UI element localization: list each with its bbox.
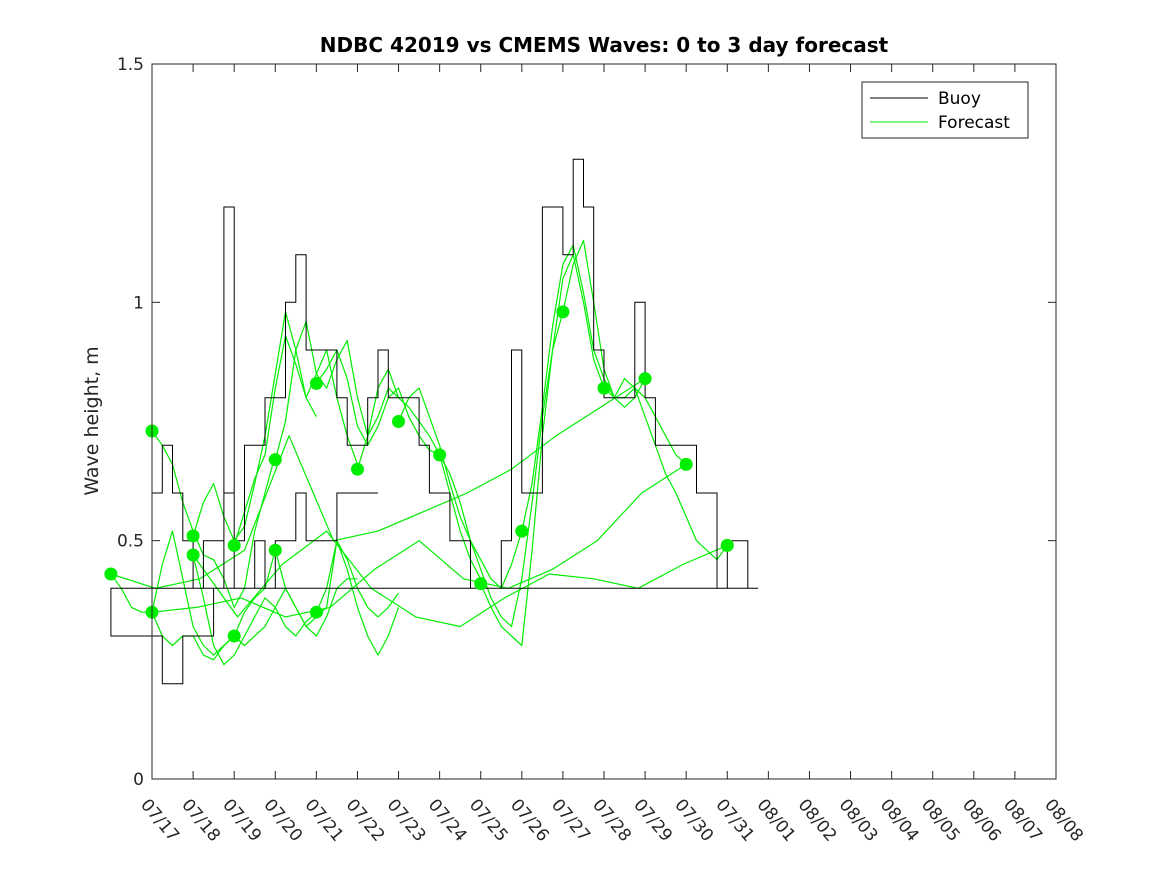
forecast-run-line [110, 378, 646, 589]
legend-box [861, 81, 1029, 139]
forecast-start-marker [474, 577, 488, 591]
forecast-start-marker [679, 457, 693, 471]
forecast-start-marker [227, 629, 241, 643]
y-axis-label: Wave height, m [81, 346, 103, 495]
plot-content [104, 158, 759, 685]
chart-title: NDBC 42019 vs CMEMS Waves: 0 to 3 day fo… [320, 33, 889, 57]
y-tick-label: 1.5 [117, 55, 144, 75]
forecast-run-line [603, 378, 728, 561]
y-tick-label: 1 [133, 293, 144, 313]
forecast-run-line [151, 463, 687, 618]
buoy-line [110, 158, 759, 685]
forecast-start-marker [720, 538, 734, 552]
y-tick-label: 0 [133, 770, 144, 790]
y-tick-label: 0.5 [117, 532, 144, 552]
forecast-start-marker [597, 381, 611, 395]
forecast-start-marker [104, 567, 118, 581]
legend: Buoy Forecast [861, 81, 1029, 139]
forecast-run-line [192, 554, 317, 666]
plot-area [152, 64, 1056, 779]
forecast-start-marker [186, 529, 200, 543]
forecast-start-marker [638, 372, 652, 386]
forecast-start-marker [392, 415, 405, 428]
forecast-start-marker [556, 305, 570, 319]
legend-forecast-label: Forecast [938, 113, 1010, 133]
legend-buoy-label: Buoy [938, 89, 981, 109]
forecast-start-marker [351, 462, 364, 476]
forecast-start-marker [268, 543, 282, 557]
forecast-run-line [110, 530, 235, 656]
forecast-start-marker [186, 548, 200, 562]
forecast-start-marker [309, 605, 323, 619]
forecast-start-marker [227, 538, 241, 552]
forecast-start-marker [433, 448, 447, 462]
forecast-start-marker [309, 376, 323, 390]
forecast-start-marker [515, 524, 529, 538]
forecast-start-marker [268, 453, 282, 467]
forecast-run-line [151, 550, 276, 661]
forecast-run-line [315, 540, 400, 656]
